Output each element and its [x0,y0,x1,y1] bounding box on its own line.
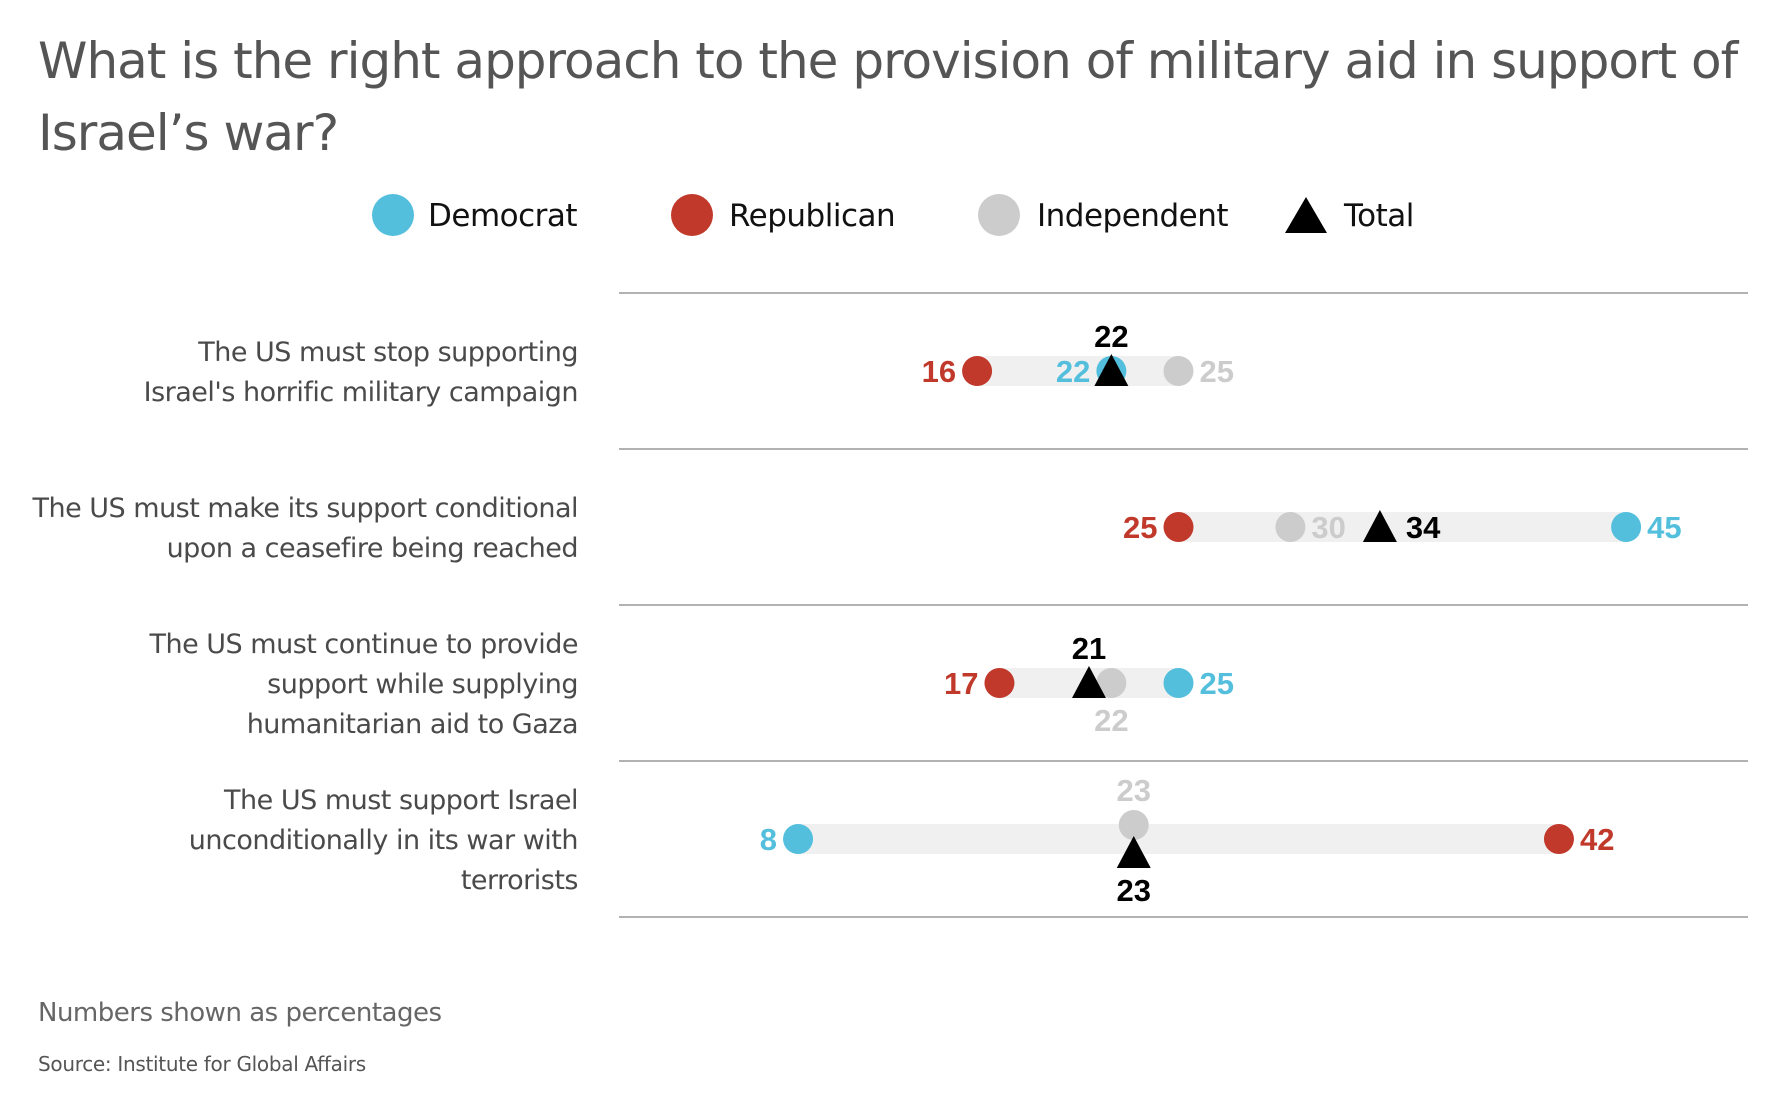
total-triangle-icon [1285,197,1327,233]
independent-marker [1163,356,1194,386]
independent-value-label: 30 [1311,510,1345,545]
republican-marker [1543,824,1574,854]
chart-title-line-1: What is the right approach to the provis… [38,32,1740,90]
chart-title-line-2: Israel’s war? [38,104,338,162]
republican-marker [984,668,1015,698]
democrat-marker [783,824,814,854]
democrat-marker [1611,512,1642,542]
democrat-circle-icon [372,194,414,236]
row-label-line: support while supplying [267,669,578,700]
total-marker [1071,666,1106,698]
chart-row: 17 22 25 21 [944,631,1234,738]
chart-row: 25 30 45 34 [1123,510,1682,545]
democrat-value-label: 45 [1647,510,1681,545]
row-label-line: unconditionally in its war with [189,825,578,856]
republican-value-label: 16 [922,354,956,389]
republican-marker [962,356,993,386]
democrat-marker [1163,668,1194,698]
republican-value-label: 42 [1580,822,1614,857]
independent-value-label: 22 [1094,703,1128,738]
legend-item-republican: Republican [671,194,896,236]
row-label: The US must make its support conditional… [31,493,578,564]
total-value-label: 34 [1406,510,1441,545]
row-separators [619,292,1748,918]
total-marker [1362,510,1397,542]
independent-value-label: 23 [1116,773,1150,808]
range-bar [1178,512,1627,542]
republican-value-label: 25 [1123,510,1157,545]
legend-label-total: Total [1343,198,1414,234]
legend-item-total: Total [1285,197,1414,234]
legend-label-independent: Independent [1037,198,1228,234]
democrat-value-label: 25 [1200,666,1234,701]
footnote: Numbers shown as percentages [38,998,442,1028]
total-value-label: 21 [1072,631,1106,666]
range-bar [977,356,1179,386]
republican-circle-icon [671,194,713,236]
row-label-line: The US must continue to provide [149,629,579,660]
chart-title: What is the right approach to the provis… [38,32,1741,162]
republican-value-label: 17 [944,666,978,701]
legend-item-democrat: Democrat [372,194,578,236]
republican-marker [1163,512,1194,542]
total-marker [1116,836,1151,868]
democrat-value-label: 8 [760,822,777,857]
row-label: The US must continue to provide support w… [149,629,579,740]
range-bar [798,824,1559,854]
row-label-line: humanitarian aid to Gaza [247,709,578,740]
row-labels: The US must stop supporting Israel's horr… [31,337,578,896]
chart-row: 42 23 8 23 [760,773,1615,908]
legend-label-republican: Republican [729,198,895,234]
row-label-line: The US must make its support conditional [31,493,578,524]
row-label: The US must support Israel unconditionall… [189,785,579,896]
legend: Democrat Republican Independent Total [372,194,1414,236]
row-label-line: Israel's horrific military campaign [144,377,578,408]
row-label-line: upon a ceasefire being reached [167,533,578,564]
independent-circle-icon [978,194,1020,236]
independent-marker [1096,668,1127,698]
independent-value-label: 25 [1200,354,1234,389]
total-value-label: 22 [1094,319,1128,354]
total-marker [1094,354,1129,386]
democrat-value-label: 22 [1056,354,1090,389]
independent-marker [1275,512,1306,542]
row-label: The US must stop supporting Israel's horr… [144,337,579,408]
legend-label-democrat: Democrat [428,198,577,234]
independent-marker [1118,810,1149,840]
row-label-line: terrorists [461,865,578,896]
source-note: Source: Institute for Global Affairs [38,1052,366,1076]
row-label-line: The US must support Israel [223,785,578,816]
total-value-label: 23 [1116,873,1150,908]
row-label-line: The US must stop supporting [197,337,578,368]
legend-item-independent: Independent [978,194,1229,236]
